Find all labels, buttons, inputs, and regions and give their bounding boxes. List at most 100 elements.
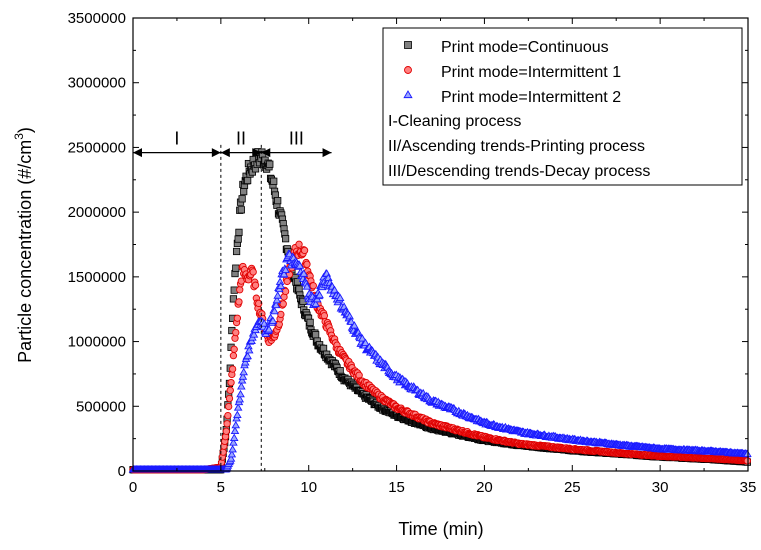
data-point	[229, 295, 238, 303]
data-point	[270, 177, 278, 185]
annotation-layer: I II III	[133, 129, 332, 471]
legend-note: I-Cleaning process	[388, 113, 521, 130]
data-point	[346, 317, 356, 325]
legend-note: III/Descending trends-Decay process	[388, 163, 650, 180]
data-point	[222, 427, 230, 435]
data-point	[277, 310, 285, 319]
data-point	[237, 376, 247, 384]
data-point	[279, 300, 287, 308]
series-triangle	[128, 249, 752, 473]
data-point	[233, 403, 243, 411]
data-point	[235, 228, 243, 236]
data-point	[233, 314, 242, 322]
data-point	[229, 433, 239, 441]
y-tick-label: 0	[118, 463, 126, 480]
data-point	[300, 246, 309, 255]
data-point	[235, 298, 243, 306]
data-point	[229, 352, 238, 360]
data-point	[238, 195, 246, 203]
data-point	[251, 281, 260, 289]
data-point	[235, 394, 245, 403]
data-point	[233, 410, 242, 419]
data-point	[283, 277, 291, 286]
region-arrow-II: II	[220, 129, 262, 158]
x-tick-label: 25	[564, 479, 581, 496]
arrow-head	[261, 148, 271, 158]
data-point	[268, 316, 278, 324]
data-point	[279, 269, 289, 278]
region-arrow-I: I	[133, 129, 221, 158]
data-point	[276, 281, 286, 289]
x-tick-label: 30	[652, 479, 669, 496]
data-point	[240, 187, 248, 196]
legend-label: Print mode=Continuous	[441, 39, 609, 56]
x-tick-label: 20	[476, 479, 493, 496]
y-tick-label: 2500000	[68, 139, 126, 156]
y-axis-title-main: Particle concentration (#/cm	[15, 140, 35, 363]
data-point	[230, 426, 240, 435]
y-tick-label: 1000000	[68, 334, 126, 351]
data-point	[232, 264, 240, 272]
data-point	[259, 319, 269, 327]
data-point	[312, 331, 320, 339]
arrow-head	[322, 148, 332, 158]
data-point	[244, 176, 252, 185]
data-point	[249, 330, 259, 338]
x-tick-label: 15	[388, 479, 405, 496]
data-point	[234, 235, 242, 243]
data-point	[243, 351, 252, 360]
data-point	[350, 321, 359, 329]
data-point	[249, 268, 257, 276]
y-tick-label: 2000000	[68, 204, 126, 221]
data-point	[743, 457, 752, 465]
y-tick-label: 3500000	[68, 10, 126, 27]
data-point	[227, 378, 235, 387]
data-point	[361, 338, 370, 346]
data-point	[231, 420, 241, 429]
data-point	[274, 197, 282, 205]
data-point	[270, 306, 279, 315]
data-point	[236, 286, 244, 294]
data-point	[302, 282, 312, 290]
data-point	[306, 318, 314, 326]
data-point	[320, 312, 329, 320]
legend-label: Print mode=Intermittent 2	[441, 89, 621, 106]
data-point	[227, 449, 237, 458]
data-point	[264, 325, 274, 333]
data-point	[229, 438, 238, 446]
legend: Print mode=Continuous Print mode=Intermit…	[382, 27, 743, 186]
data-point	[295, 285, 303, 293]
legend-note: II/Ascending trends-Printing process	[388, 138, 645, 155]
arrow-head	[211, 148, 221, 158]
data-point	[225, 402, 233, 411]
data-point	[299, 269, 309, 277]
arrow-head	[252, 148, 262, 158]
data-point	[238, 372, 248, 380]
data-point	[743, 449, 752, 457]
data-point	[266, 160, 274, 168]
y-tick-label: 500000	[76, 398, 126, 415]
x-tick-label: 35	[740, 479, 757, 496]
data-point	[295, 261, 305, 269]
data-point	[273, 291, 283, 299]
y-axis-title: Particle concentration (#/cm3)	[12, 127, 35, 363]
data-point	[236, 389, 245, 398]
region-arrow-III: III	[261, 129, 332, 158]
data-point	[224, 411, 232, 420]
region-label-I: I	[174, 129, 179, 149]
legend-marker-triangle	[403, 90, 413, 99]
data-point	[240, 358, 250, 366]
y-axis-title-close: )	[15, 127, 35, 133]
data-point	[295, 240, 303, 248]
y-axis-title-superscript: 3	[12, 133, 26, 140]
data-point	[330, 285, 339, 294]
data-point	[358, 334, 367, 342]
legend-marker-square	[404, 41, 412, 49]
data-point	[244, 345, 254, 354]
x-tick-label: 5	[217, 479, 225, 496]
data-point	[237, 382, 246, 390]
legend-label: Print mode=Intermittent 1	[441, 64, 621, 81]
axes-layer: 0 5 10 15 20 25 30 35 0 500000 1000000 1500000 20000…	[68, 10, 757, 496]
data-point	[237, 206, 245, 214]
